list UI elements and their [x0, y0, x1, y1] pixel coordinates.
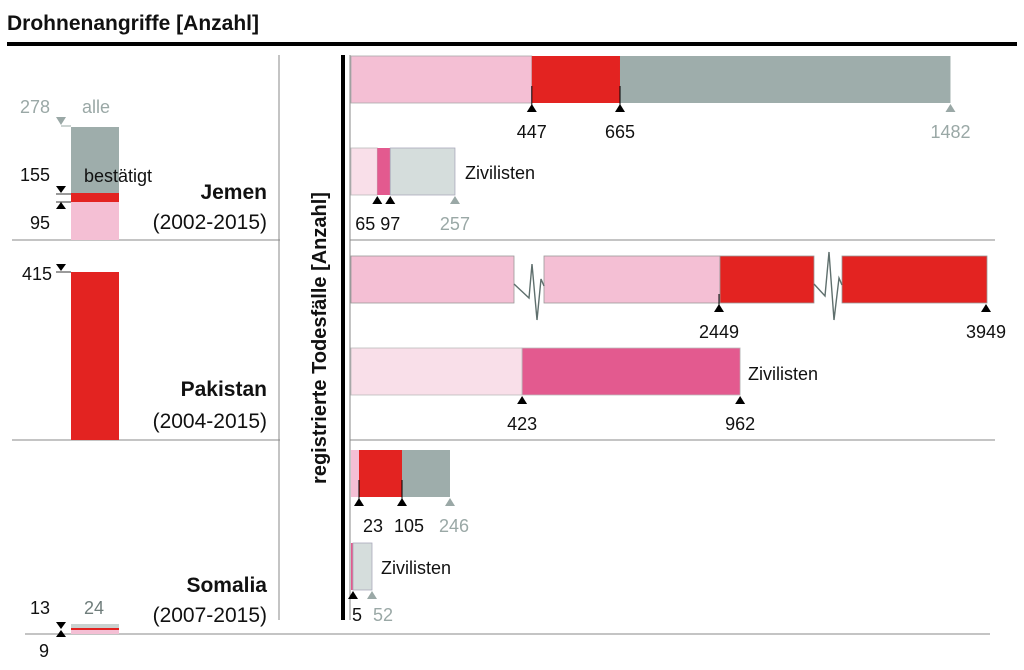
- strikes-bar-somalia-confirmed: [71, 628, 119, 630]
- label-jemen-civ-1: 97: [380, 214, 400, 234]
- country-period-jemen: (2002-2015): [153, 211, 267, 234]
- marker-jemen-total-1: [614, 104, 625, 112]
- legend-all-label: alle: [82, 97, 110, 117]
- marker-jemen-all: [56, 117, 66, 125]
- marker-jemen-total-0: [526, 104, 537, 112]
- strikes-bar-jemen-all: [71, 127, 119, 193]
- label-pakistan-total-0: 2449: [699, 322, 739, 342]
- chart-title: Drohnenangriffe [Anzahl]: [7, 12, 259, 35]
- label-jemen-confirmed-low: 95: [30, 213, 50, 233]
- label-pakistan-civ-1: 962: [725, 414, 755, 434]
- deaths-axis-line: [341, 55, 345, 620]
- label-jemen-total-0: 447: [517, 122, 547, 142]
- legend-confirmed-label: bestätigt: [84, 166, 152, 186]
- label-somalia-confirmed-high: 13: [30, 598, 50, 618]
- marker-somalia-high: [56, 622, 66, 629]
- deaths-pakistan-civ-range-segment: [521, 347, 741, 396]
- deaths-somalia-civ-range-segment: [351, 543, 353, 590]
- marker-somalia-low: [56, 630, 66, 637]
- label-somalia-total-1: 105: [394, 516, 424, 536]
- civilian-label-pakistan: Zivilisten: [748, 364, 818, 384]
- country-period-pakistan: (2004-2015): [153, 410, 267, 433]
- deaths-pakistan-range-segment-b: [841, 255, 988, 304]
- marker-somalia-total-0: [354, 498, 364, 506]
- label-jemen-civ-2: 257: [440, 214, 470, 234]
- deaths-jemen-civ-unconfirmed-segment: [389, 147, 456, 196]
- country-period-somalia: (2007-2015): [153, 604, 267, 627]
- marker-jemen-total-2: [945, 104, 956, 112]
- marker-pakistan-civ-1: [735, 396, 746, 404]
- label-pakistan-civ-0: 423: [507, 414, 537, 434]
- country-name-pakistan: Pakistan: [181, 378, 267, 401]
- country-name-jemen: Jemen: [200, 181, 267, 204]
- deaths-somalia-civ-unconfirmed-segment: [352, 542, 373, 591]
- label-jemen-total-1: 665: [605, 122, 635, 142]
- deaths-pakistan-range-segment-a: [719, 255, 815, 304]
- label-jemen-confirmed-high: 155: [20, 165, 50, 185]
- deaths-pakistan-min-segment-b: [543, 255, 721, 304]
- label-somalia-all-value: 24: [84, 598, 104, 618]
- marker-jemen-civ-2: [449, 196, 460, 204]
- marker-jemen-civ-1: [385, 196, 396, 204]
- deaths-jemen-unconfirmed-segment: [619, 56, 951, 103]
- marker-pakistan-civ-0: [517, 396, 528, 404]
- label-jemen-total-2: 1482: [930, 122, 970, 142]
- deaths-pakistan-min-segment-a: [350, 255, 515, 304]
- label-jemen-civ-0: 65: [355, 214, 375, 234]
- country-name-somalia: Somalia: [186, 574, 267, 597]
- deaths-somalia-range-segment: [359, 450, 402, 497]
- marker-pakistan: [56, 264, 66, 271]
- deaths-jemen-civ-min-segment: [350, 147, 378, 196]
- marker-jemen-confirmed-low: [56, 202, 66, 209]
- label-jemen-all-value: 278: [20, 97, 50, 117]
- civilian-label-jemen: Zivilisten: [465, 163, 535, 183]
- label-pakistan-value: 415: [22, 264, 52, 284]
- label-pakistan-total-1: 3949: [966, 322, 1006, 342]
- deaths-jemen-min-segment: [350, 55, 533, 104]
- label-somalia-civ-1: 52: [373, 605, 393, 625]
- marker-somalia-total-2: [445, 498, 455, 506]
- marker-pakistan-total-0: [714, 304, 724, 312]
- deaths-bars: 447 665 1482 65 97 257 2449 3949 423 962 23 105 246 5…: [348, 55, 1006, 625]
- axis-break-zigzag-1: [513, 263, 545, 321]
- label-somalia-confirmed-low: 9: [39, 641, 49, 661]
- deaths-pakistan-civ-min-segment: [350, 347, 523, 396]
- marker-jemen-confirmed-high: [56, 186, 66, 193]
- deaths-somalia-min-segment: [351, 450, 359, 497]
- civilian-label-somalia: Zivilisten: [381, 558, 451, 578]
- marker-somalia-total-1: [397, 498, 407, 506]
- marker-somalia-civ-1: [367, 591, 377, 599]
- label-somalia-total-0: 23: [363, 516, 383, 536]
- label-somalia-civ-0: 5: [352, 605, 362, 625]
- deaths-jemen-civ-range-segment: [377, 148, 391, 195]
- marker-pakistan-total-1: [981, 304, 991, 312]
- title-rule: [7, 42, 1017, 46]
- marker-jemen-civ-0: [372, 196, 383, 204]
- strikes-bar-pakistan: [71, 272, 119, 440]
- deaths-somalia-unconfirmed-segment: [402, 450, 450, 497]
- axis-break-zigzag-2: [813, 251, 843, 321]
- strikes-bar-jemen-confirmed-min: [71, 202, 119, 240]
- deaths-jemen-range-segment: [531, 56, 620, 103]
- label-somalia-total-2: 246: [439, 516, 469, 536]
- strikes-bar-jemen-confirmed-range: [71, 193, 119, 202]
- strikes-bar-somalia-min: [71, 630, 119, 634]
- deaths-axis-label: registrierte Todesfälle [Anzahl]: [309, 192, 331, 484]
- marker-somalia-civ-0: [348, 591, 358, 599]
